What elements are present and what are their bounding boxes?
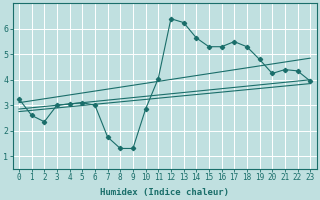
- X-axis label: Humidex (Indice chaleur): Humidex (Indice chaleur): [100, 188, 229, 197]
